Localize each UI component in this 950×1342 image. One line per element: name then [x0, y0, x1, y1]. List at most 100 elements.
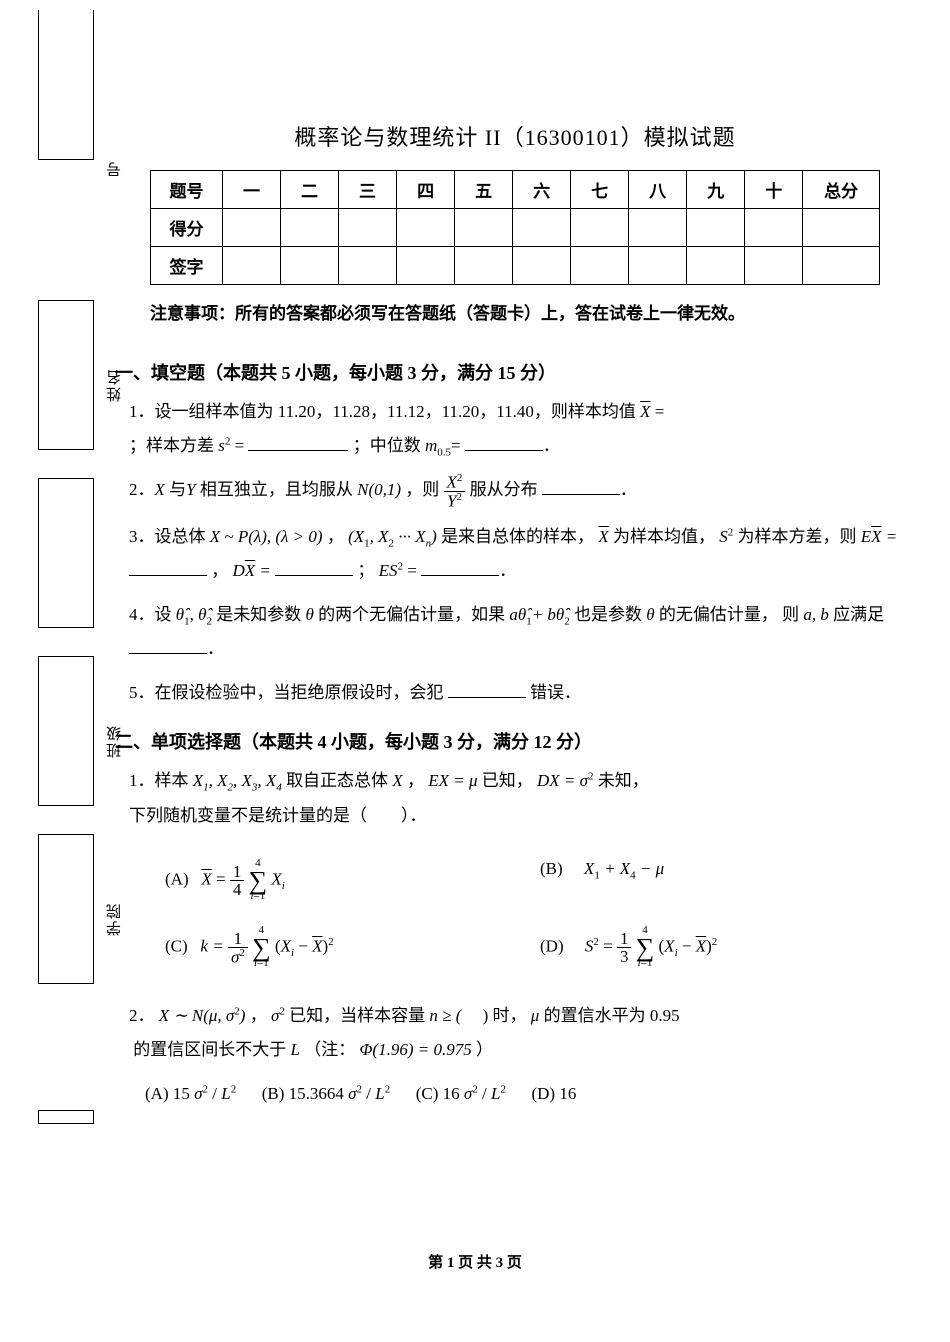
eq: = — [655, 402, 665, 421]
q-text: 2． — [129, 480, 155, 499]
s2: s — [218, 436, 225, 455]
th1: θ̂ — [176, 605, 184, 624]
vbox-name — [38, 300, 94, 450]
q-text: ； — [357, 561, 374, 580]
vbox-2 — [38, 478, 94, 628]
table-row: 题号 一 二 三 四 五 六 七 八 九 十 总分 — [151, 171, 880, 209]
q-text: 3．设总体 — [129, 527, 206, 546]
blank — [129, 558, 207, 576]
DXsig: DX = σ — [537, 771, 588, 790]
EXbar: EX = — [861, 527, 898, 546]
q-text: 1．设一组样本值为 11.20，11.28，11.12，11.20，11.40，… — [129, 402, 636, 421]
theta: θ — [646, 605, 654, 624]
q2-1: 1．样本 X1, X2, X3, X4 取自正态总体 X ， EX = μ 已知… — [115, 764, 915, 832]
Xpop: X — [392, 771, 402, 790]
q-text: 的两个无偏估计量，如果 — [318, 605, 505, 624]
blank — [465, 433, 543, 451]
q-text: ， — [211, 561, 228, 580]
exam-title: 概率论与数理统计 II（16300101）模拟试题 — [115, 120, 915, 152]
table-row: 得分 — [151, 209, 880, 247]
q-text: 下列随机变量不是统计量的是（ ）． — [129, 806, 427, 825]
notice: 注意事项：所有的答案都必须写在答题纸（答题卡）上，答在试卷上一律无效。 — [115, 299, 915, 324]
opt-label: (A) — [165, 869, 189, 888]
opt-label: (C) — [165, 937, 188, 956]
q-text: 时， — [493, 1006, 527, 1025]
ab: a, b — [803, 605, 829, 624]
q-text: 已知， — [482, 771, 533, 790]
q-text: 错误． — [530, 683, 581, 702]
q-text: 2． — [129, 1006, 155, 1025]
theta: θ — [305, 605, 313, 624]
opt-label: (C) — [416, 1084, 439, 1103]
blank — [448, 680, 526, 698]
blank — [275, 558, 353, 576]
binding-margin: 号 姓名 班级 学院 — [30, 0, 102, 1342]
table-row: 签字 — [151, 247, 880, 285]
Nmusig: X ∼ N(μ, σ — [159, 1006, 235, 1025]
q1-4: 4．设 θ̂1, θ̂2 是未知参数 θ 的两个无偏估计量，如果 aθ̂1+ b… — [115, 598, 915, 666]
m05: m — [425, 436, 437, 455]
q-text: 取自正态总体 — [286, 771, 388, 790]
q1-2: 2．X 与Y 相互独立，且均服从 N(0,1) ，则 X2Y2 服从分布 ． — [115, 473, 915, 509]
vbox-5 — [38, 1110, 94, 1124]
q2-1-options: (A) X = 14 4∑i=1 Xi (B) X1 + X4 − μ (C) … — [165, 847, 915, 981]
q-text: 为样本方差，则 — [737, 527, 856, 546]
N01: N(0,1) — [357, 480, 401, 499]
vbox-class — [38, 656, 94, 806]
th-label: 题号 — [151, 171, 223, 209]
EXmu: EX = μ — [428, 771, 477, 790]
q1-5: 5．在假设检验中，当拒绝原假设时，会犯 错误． — [115, 676, 915, 710]
q-text: 未知， — [598, 771, 649, 790]
opt-label: (D) — [540, 937, 564, 956]
option-D: (D) S2 = 13 4∑i=1 (Xi − X)2 — [540, 914, 915, 981]
th: 七 — [571, 171, 629, 209]
q-text: 服从分布 — [470, 480, 538, 499]
DXbar: DX = — [233, 561, 271, 580]
samp: (X — [348, 527, 364, 546]
opt-label: (A) — [145, 1084, 169, 1103]
score-table: 题号 一 二 三 四 五 六 七 八 九 十 总分 得分 签字 — [150, 170, 880, 285]
q-text: 的置信区间长不大于 — [133, 1040, 286, 1059]
q-text: ；样本方差 — [129, 436, 214, 455]
row-label: 签字 — [151, 247, 223, 285]
th-total: 总分 — [803, 171, 880, 209]
vbox-college — [38, 834, 94, 984]
v: 16 — [559, 1084, 576, 1103]
ab1: aθ̂ — [509, 605, 526, 624]
q2-2: 2． X ∼ N(μ, σ2) ， σ2 已知，当样本容量 n ≥ ( ) 时，… — [115, 999, 915, 1067]
th: 十 — [745, 171, 803, 209]
q-text: 已知，当样本容量 — [289, 1006, 425, 1025]
th: 六 — [513, 171, 571, 209]
x1234: X1, X2, X3, X4 — [193, 771, 282, 790]
th: 九 — [687, 171, 745, 209]
ngeq: n ≥ ( — [429, 1006, 461, 1025]
section-2-title: 二、单项选择题（本题共 4 小题，每小题 3 分，满分 12 分） — [115, 728, 915, 754]
v: 15.3664 — [289, 1084, 344, 1103]
th: 五 — [455, 171, 513, 209]
frac-X2Y2: X2Y2 — [444, 473, 466, 509]
q-text: 相互独立，且均服从 — [200, 480, 353, 499]
X: X — [155, 480, 165, 499]
Phi: Φ(1.96) = 0.975 — [359, 1040, 471, 1059]
xbar: X — [640, 402, 650, 421]
th: 四 — [397, 171, 455, 209]
v: 15 — [173, 1084, 190, 1103]
mu: μ — [531, 1006, 540, 1025]
opt-label: (D) — [531, 1084, 555, 1103]
blank — [248, 433, 348, 451]
ES2: ES — [379, 561, 398, 580]
q-text: 4．设 — [129, 605, 172, 624]
Plambda: X ~ P(λ), (λ > 0) — [210, 527, 323, 546]
q-text: 为样本均值， — [613, 527, 715, 546]
q-text: ， — [250, 1006, 267, 1025]
v: 16 — [443, 1084, 460, 1103]
option-A: (A) X = 14 4∑i=1 Xi — [165, 847, 540, 914]
blank — [129, 636, 207, 654]
q-text: 的无偏估计量， 则 — [659, 605, 799, 624]
row-label: 得分 — [151, 209, 223, 247]
q-text: ） — [476, 1040, 493, 1059]
L: L — [291, 1040, 300, 1059]
q-text: ，则 — [405, 480, 439, 499]
q2-2-options: (A) 15 σ2 / L2 (B) 15.3664 σ2 / L2 (C) 1… — [115, 1077, 915, 1111]
option-B: (B) X1 + X4 − μ — [540, 847, 915, 914]
